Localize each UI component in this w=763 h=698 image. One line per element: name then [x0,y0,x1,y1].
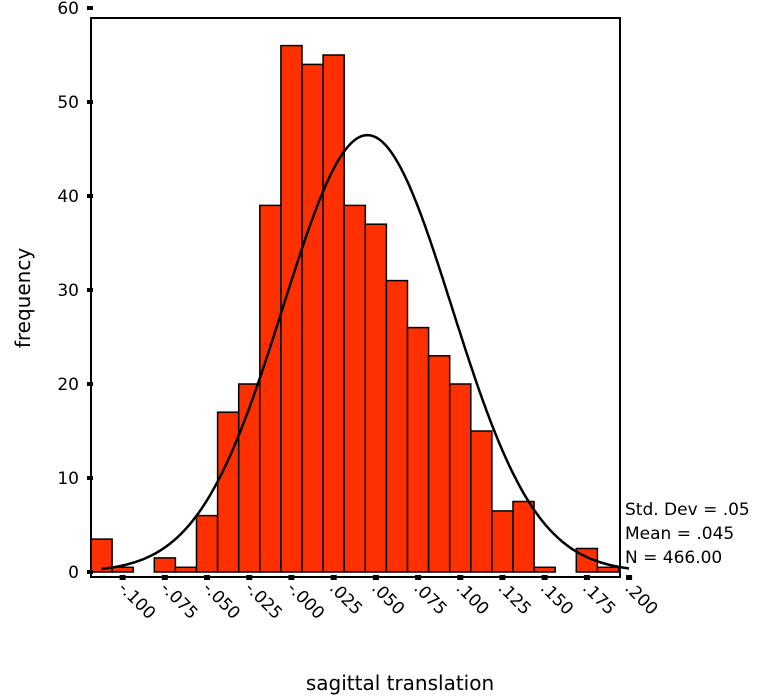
x-tick-label: -.000 [283,578,328,623]
y-tick-label: 50 [57,93,79,113]
y-tick [87,194,93,198]
y-tick [87,476,93,480]
y-tick [87,6,93,10]
x-tick [541,575,548,580]
x-tick [499,575,506,580]
x-tick-label: .175 [578,578,619,619]
x-tick-label: -.050 [199,578,244,623]
histogram-bar [385,279,409,573]
histogram-bar [448,383,472,573]
mean-label: Mean = .045 [625,524,735,544]
x-tick [457,575,464,580]
histogram-bar [491,510,514,573]
histogram-bar [343,204,367,573]
n-label: N = 466.00 [625,548,723,568]
std-dev-label: Std. Dev = .05 [625,500,750,520]
x-tick-label: -.025 [241,578,286,623]
histogram-bar [406,326,430,573]
bars-group [90,44,620,573]
y-axis: 0 10 20 30 40 50 60 [57,0,93,583]
x-tick [626,575,633,580]
x-tick-label: .100 [452,578,493,619]
histogram-bar [90,538,113,573]
x-axis: -.100-.075-.050-.025-.000.025.050.075.10… [114,575,661,624]
y-tick-label: 60 [57,0,79,19]
histogram-bar [174,566,198,573]
histogram-bar [216,411,240,573]
y-tick [87,382,93,386]
x-tick-label: .050 [367,578,408,619]
histogram-bar [322,54,345,573]
y-tick [87,570,93,574]
x-tick [372,575,379,580]
x-tick [119,575,126,580]
histogram-bar [237,383,261,573]
histogram-bar [259,204,282,573]
x-tick-label: .150 [536,578,577,619]
x-tick-label: -.100 [114,578,159,623]
histogram-bar [111,566,134,573]
histogram-bar [470,430,493,573]
y-tick-label: 20 [57,375,79,395]
x-tick [583,575,590,580]
normal-curve [101,133,630,571]
histogram-bar [153,557,177,573]
x-tick [204,575,211,580]
histogram-bar [512,500,535,573]
x-tick [415,575,422,580]
y-axis-title: frequency [11,248,35,348]
histogram-bar [280,44,303,573]
x-axis-title: sagittal translation [306,671,494,695]
stats-box: Std. Dev = .05 Mean = .045 N = 466.00 [625,498,750,570]
histogram-bar [596,566,620,573]
x-tick-label: .075 [410,578,451,619]
x-tick-label: .200 [621,578,662,619]
y-tick-label: 40 [57,187,79,207]
y-tick-label: 10 [57,469,79,489]
x-tick-label: .125 [494,578,535,619]
histogram-bar [364,223,388,573]
x-tick [288,575,295,580]
histogram-bar [427,355,451,573]
x-tick [246,575,253,580]
y-tick-label: 30 [57,281,79,301]
x-tick-label: -.075 [156,578,201,623]
y-tick-label: 0 [68,563,79,583]
plot-frame [90,17,621,578]
histogram-bar [533,566,556,573]
histogram-bar [301,63,324,573]
y-tick [87,100,93,104]
x-tick-label: .025 [325,578,366,619]
x-tick [161,575,168,580]
y-tick [87,288,93,292]
x-tick [330,575,337,580]
histogram-bar [195,514,219,573]
